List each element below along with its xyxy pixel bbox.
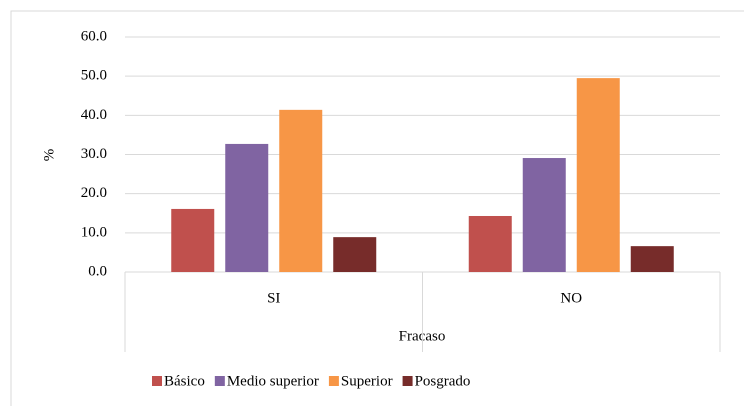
bar: [522, 158, 566, 272]
legend-swatch: [328, 376, 339, 386]
bar: [171, 208, 215, 272]
legend-label: Posgrado: [415, 373, 471, 389]
y-axis-label: %: [41, 149, 57, 162]
y-tick-label: 50.0: [81, 68, 107, 84]
bar: [225, 143, 269, 272]
bar: [576, 78, 620, 272]
legend-swatch: [402, 376, 413, 386]
x-tick-label: NO: [560, 290, 582, 306]
bar: [333, 237, 377, 272]
y-tick-label: 30.0: [81, 146, 107, 162]
y-tick-label: 60.0: [81, 28, 107, 44]
legend-swatch: [214, 376, 225, 386]
legend-label: Superior: [341, 373, 393, 389]
bar: [468, 215, 512, 272]
legend-swatch: [152, 376, 162, 386]
bar: [630, 246, 674, 272]
bar: [279, 109, 323, 272]
legend-label: Básico: [164, 373, 205, 389]
y-tick-label: 10.0: [81, 224, 107, 240]
chart-border: [10, 10, 744, 406]
legend-label: Medio superior: [227, 373, 319, 389]
y-tick-label: 20.0: [81, 185, 107, 201]
y-tick-label: 40.0: [81, 107, 107, 123]
y-tick-label: 0.0: [88, 263, 107, 279]
x-tick-label: SI: [267, 290, 280, 306]
